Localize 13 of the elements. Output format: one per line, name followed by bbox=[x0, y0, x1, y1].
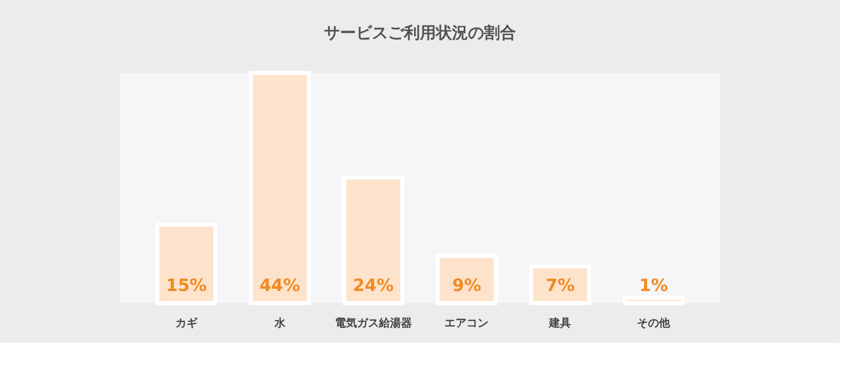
x-tick-label: 水 bbox=[273, 316, 286, 330]
data-label: 7% bbox=[546, 276, 575, 296]
x-tick-label: 電気ガス給湯器 bbox=[334, 316, 412, 330]
x-tick-label: その他 bbox=[637, 316, 672, 330]
data-label: 44% bbox=[259, 276, 300, 296]
x-tick-label: 建具 bbox=[548, 316, 572, 330]
data-label: 24% bbox=[352, 276, 394, 296]
chart-title: サービスご利用状況の割合 bbox=[324, 23, 516, 42]
x-tick-label: エアコン bbox=[444, 316, 489, 330]
data-label: 9% bbox=[452, 276, 482, 296]
data-label: 1% bbox=[639, 276, 668, 296]
x-tick-label: カギ bbox=[175, 316, 198, 330]
data-label: 15% bbox=[166, 276, 207, 296]
